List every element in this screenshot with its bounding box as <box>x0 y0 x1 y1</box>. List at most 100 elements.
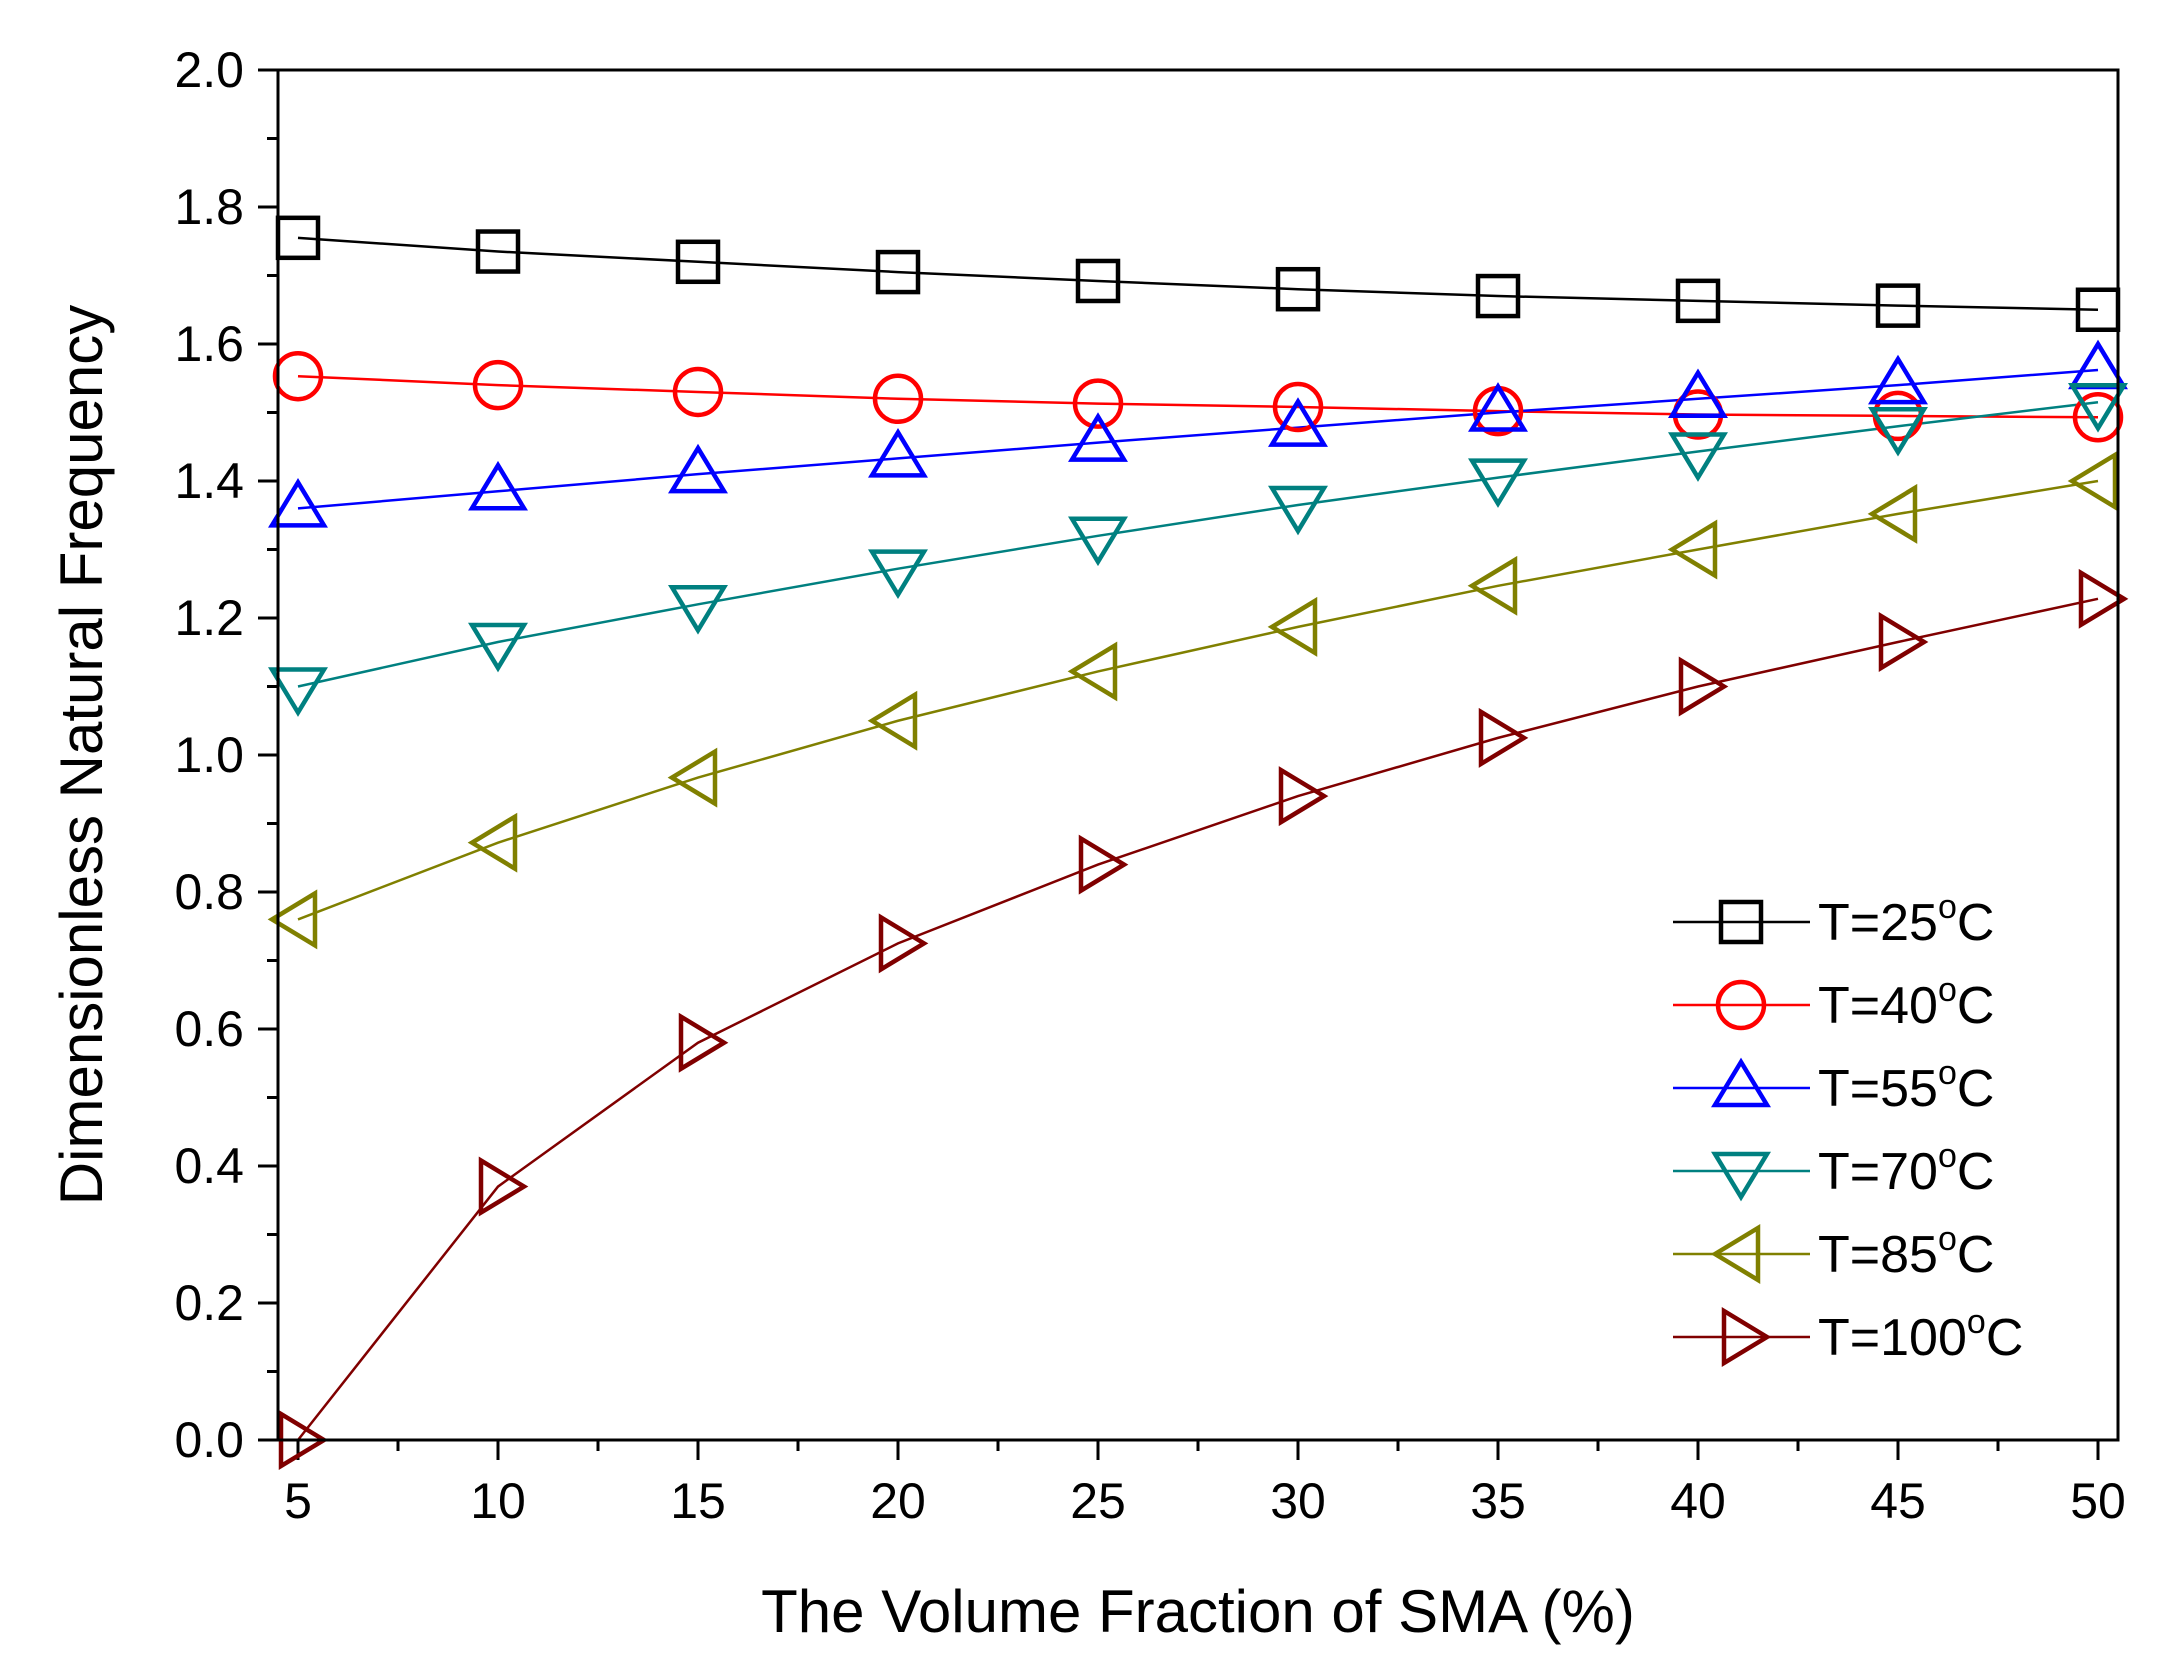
y-tick-label: 2.0 <box>174 42 244 98</box>
x-tick-label: 20 <box>870 1473 926 1529</box>
data-point-t-55 <box>668 443 728 494</box>
data-point-t-85 <box>267 889 318 950</box>
legend-label: T=55oC <box>1818 1054 1994 1118</box>
data-point-t-55 <box>268 478 328 528</box>
data-point-t-55 <box>1068 412 1128 462</box>
data-point-t-25 <box>1875 283 1921 328</box>
legend-degree: o <box>1938 971 1957 1009</box>
legend-item-t-40: T=40oC <box>1673 971 1994 1035</box>
legend-label-unit: C <box>1957 977 1995 1035</box>
data-point-t-100 <box>1278 766 1329 827</box>
legend-label-unit: C <box>1957 1143 1995 1201</box>
plot-frame <box>276 68 2120 1442</box>
legend-label: T=25oC <box>1818 888 1994 952</box>
data-point-t-100 <box>678 1012 729 1073</box>
data-point-t-70 <box>268 667 328 717</box>
legend-item-t-25: T=25oC <box>1673 888 1994 952</box>
data-point-t-25 <box>275 215 321 261</box>
x-tick-label: 35 <box>1470 1473 1526 1529</box>
x-tick-label: 10 <box>470 1473 526 1529</box>
series-lines <box>297 236 2099 1441</box>
legend-label-unit: C <box>1986 1309 2024 1367</box>
data-point-t-85 <box>2067 451 2118 511</box>
legend-marker <box>1711 1151 1771 1202</box>
data-point-t-25 <box>1675 278 1721 324</box>
data-point-t-70 <box>1468 458 1528 508</box>
y-tick-labels: 0.0 0.2 0.4 0.6 0.8 1.0 1.2 1.4 1.6 1.8 2.0 <box>174 42 244 1468</box>
y-tick-label: 0.0 <box>174 1412 244 1468</box>
data-point-t-100 <box>1878 611 1929 672</box>
data-point-t-70 <box>1068 516 1128 567</box>
legend-marker <box>1710 1224 1761 1284</box>
data-point-t-85 <box>867 690 918 751</box>
data-point-t-85 <box>1667 519 1718 580</box>
x-tick-label: 5 <box>284 1473 312 1529</box>
data-point-t-70 <box>2068 382 2128 433</box>
series-line-t-55 <box>297 368 2099 510</box>
legend-item-t-85: T=85oC <box>1673 1220 1994 1284</box>
x-tick-label: 30 <box>1270 1473 1326 1529</box>
x-tick-label: 50 <box>2070 1473 2126 1529</box>
y-tick-label: 1.0 <box>174 727 244 783</box>
data-point-t-55 <box>468 460 528 511</box>
legend-label-value: T=40 <box>1818 977 1938 1035</box>
y-tick-label: 0.2 <box>174 1275 244 1331</box>
data-point-t-40 <box>1072 378 1124 429</box>
data-point-t-25 <box>675 239 721 285</box>
legend-label-value: T=70 <box>1818 1143 1938 1201</box>
data-point-t-85 <box>667 747 718 808</box>
data-point-t-85 <box>1467 555 1518 616</box>
data-point-t-100 <box>1678 656 1729 717</box>
legend-label: T=100oC <box>1818 1303 2023 1367</box>
data-point-t-100 <box>878 913 929 974</box>
data-point-t-25 <box>875 249 921 295</box>
x-tick-label: 15 <box>670 1473 726 1529</box>
legend-label-unit: C <box>1957 894 1995 952</box>
x-tick-label: 25 <box>1070 1473 1126 1529</box>
data-point-t-55 <box>1268 397 1328 447</box>
data-point-t-100 <box>1478 707 1529 768</box>
data-point-t-40 <box>472 359 524 411</box>
data-point-t-25 <box>1075 258 1121 304</box>
legend-label-value: T=25 <box>1818 894 1938 952</box>
data-point-t-70 <box>668 585 728 635</box>
x-axis-title: The Volume Fraction of SMA (%) <box>761 1578 1635 1645</box>
y-tick-label: 1.8 <box>174 179 244 235</box>
y-tick-label: 0.6 <box>174 1001 244 1057</box>
data-point-t-25 <box>475 229 521 274</box>
data-point-t-85 <box>467 812 518 873</box>
data-point-t-85 <box>1867 483 1918 544</box>
data-point-t-70 <box>468 622 528 673</box>
x-tick-label: 45 <box>1870 1473 1926 1529</box>
legend-marker <box>1718 899 1764 945</box>
data-point-t-70 <box>1668 432 1728 482</box>
axis-ticks <box>258 68 2100 1460</box>
x-tick-label: 40 <box>1670 1473 1726 1529</box>
data-point-t-55 <box>1668 368 1728 419</box>
data-point-t-70 <box>868 549 928 600</box>
data-point-t-100 <box>1078 834 1129 895</box>
y-tick-label: 1.2 <box>174 590 244 646</box>
series-line-t-70 <box>297 400 2099 688</box>
legend-degree: o <box>1938 1220 1957 1258</box>
data-point-t-40 <box>872 373 924 425</box>
legend-label: T=40oC <box>1818 971 1994 1035</box>
data-point-t-70 <box>1268 485 1328 536</box>
x-tick-labels: 5 10 15 20 25 30 35 40 45 50 <box>284 1473 2126 1529</box>
data-point-t-85 <box>1267 596 1318 657</box>
series-line-t-40 <box>297 374 2099 419</box>
legend-degree: o <box>1967 1303 1986 1341</box>
data-point-t-40 <box>1272 381 1324 433</box>
y-tick-label: 1.6 <box>174 316 244 372</box>
y-tick-label: 0.4 <box>174 1138 244 1194</box>
legend-label-value: T=100 <box>1818 1309 1967 1367</box>
y-tick-label: 0.8 <box>174 864 244 920</box>
data-point-t-100 <box>478 1156 529 1217</box>
data-point-t-70 <box>1868 406 1928 457</box>
y-axis-title: Dimensionless Natural Frequency <box>48 305 115 1205</box>
legend-item-t-70: T=70oC <box>1673 1137 1995 1202</box>
legend-degree: o <box>1938 888 1957 926</box>
data-point-t-100 <box>2078 568 2129 629</box>
